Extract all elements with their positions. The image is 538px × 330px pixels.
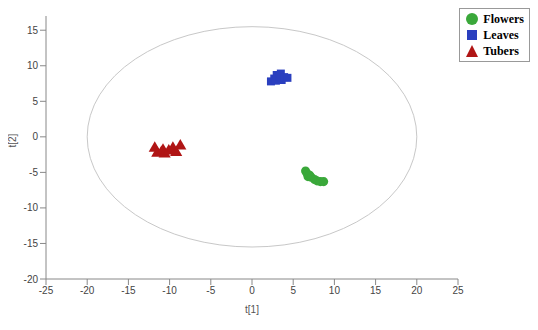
svg-text:0: 0 bbox=[249, 285, 255, 296]
svg-text:10: 10 bbox=[329, 285, 341, 296]
html-text:Flowers: Flowers bbox=[483, 12, 524, 26]
svg-text:t[2]: t[2] bbox=[8, 133, 18, 147]
svg-text:5: 5 bbox=[32, 96, 38, 107]
svg-text:-25: -25 bbox=[39, 285, 54, 296]
html-text:Leaves: Leaves bbox=[483, 28, 519, 42]
html-text:Tubers: Tubers bbox=[483, 44, 519, 58]
svg-text:15: 15 bbox=[27, 25, 39, 36]
svg-text:-15: -15 bbox=[24, 238, 39, 249]
svg-text:10: 10 bbox=[27, 60, 39, 71]
svg-text:0: 0 bbox=[32, 131, 38, 142]
svg-text:5: 5 bbox=[290, 285, 296, 296]
svg-text:-5: -5 bbox=[29, 167, 38, 178]
svg-text:-10: -10 bbox=[162, 285, 177, 296]
svg-text:-20: -20 bbox=[80, 285, 95, 296]
svg-text:25: 25 bbox=[452, 285, 464, 296]
svg-text:-20: -20 bbox=[24, 274, 39, 285]
svg-text:20: 20 bbox=[411, 285, 423, 296]
svg-text:-15: -15 bbox=[121, 285, 136, 296]
svg-text:15: 15 bbox=[370, 285, 382, 296]
svg-text:-10: -10 bbox=[24, 202, 39, 213]
svg-text:-5: -5 bbox=[206, 285, 215, 296]
svg-text:t[1]: t[1] bbox=[245, 304, 259, 315]
